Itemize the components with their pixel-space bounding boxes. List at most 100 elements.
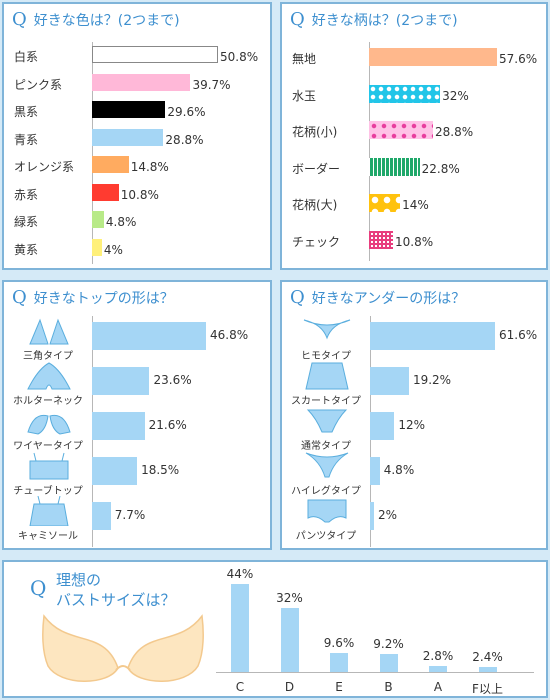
value-label: 22.8% [421,161,460,176]
bar [478,667,497,672]
value-label: 7.7% [114,508,146,522]
value-label: 28.8% [165,132,204,147]
triangle-bikini-top-icon [29,318,69,345]
value-label: 12% [398,418,426,432]
value-label: 10.8% [395,234,434,249]
category-label: 黄系 [14,242,39,257]
bottom-shape-panel: Q 好きなアンダーの形は？ ヒモタイプ 61.6% スカートタイプ 19.2% 通常タイプ… [280,280,548,550]
category-label: オレンジ系 [14,160,75,174]
camisole-top-icon [29,496,69,526]
bar [369,230,393,249]
category-label: F以上 [472,682,503,696]
panel-title: Q 好きな柄は？(2つまで) [290,9,458,30]
pants-bottom-icon [307,499,347,523]
value-label: 4.8% [383,463,415,477]
bar [369,84,441,103]
bar [92,238,102,256]
bottom-chart-title: 好きなアンダーの形は？ [311,291,466,307]
top-shape-panel: Q 好きなトップの形は？ 三角タイプ 46.8% ホルターネック 23.6% ワイヤータイ… [2,280,272,550]
value-label: 4.8% [105,215,137,229]
skirt-bottom-icon [305,362,349,390]
value-label: 61.6% [499,328,538,342]
axis-line [216,672,534,673]
value-label: 2.8% [422,649,454,664]
high-leg-bottom-icon [305,452,349,478]
category-label: ハイレグタイプ [291,486,361,497]
bar [330,652,348,672]
bar [280,608,299,672]
category-label: D [284,680,295,694]
regular-bottom-icon [306,409,348,433]
bar [370,367,409,395]
panel-title: Q 好きなトップの形は？ [12,287,174,308]
bar [369,157,420,176]
value-label: 9.6% [323,635,355,650]
category-label: 無地 [292,52,317,66]
value-label: 39.7% [192,77,231,92]
bar [92,101,166,118]
q-mark: Q [290,9,305,30]
panel-title: Q 好きな色は？(2つまで) [12,9,180,30]
category-label: チューブトップ [13,486,83,497]
bar [92,156,129,173]
category-label: 青系 [14,132,39,147]
category-label: スカートタイプ [291,396,361,407]
category-label: B [384,680,393,694]
pattern-chart-title: 好きな柄は？(2つまで) [311,13,458,29]
value-label: 50.8% [220,50,259,64]
category-label: 緑系 [14,215,39,229]
category-label: E [335,680,343,694]
value-label: 32% [442,88,469,103]
category-label: ワイヤータイプ [13,441,83,452]
value-label: 18.5% [141,463,180,477]
value-label: 21.6% [148,418,187,432]
value-label: 14.8% [130,160,169,174]
category-label: キャミソール [18,531,78,542]
category-label: ホルターネック [13,396,83,407]
bar [429,666,447,672]
string-bottom-icon [303,319,351,340]
category-label: 白系 [14,50,39,64]
tube-top-icon [29,452,69,480]
axis-line [92,42,93,264]
bar [370,502,375,530]
bust-title-line-2: バストサイズは？ [56,591,176,609]
q-mark: Q [290,287,305,308]
bust-title-line-1: 理想の [56,571,102,589]
category-label: C [235,680,245,694]
value-label: 2% [378,508,398,522]
value-label: 23.6% [153,373,192,387]
category-label: 花柄(大) [292,198,338,212]
category-label: チェック [292,234,341,249]
bar [92,183,119,201]
pattern-panel: Q 好きな柄は？(2つまで) 無地 57.6% 水玉 32% 花柄(小) 28.8% ボーダー… [280,2,548,270]
category-label: ヒモタイプ [301,351,351,362]
bar [370,322,495,350]
top-chart-title: 好きなトップの形は？ [33,291,174,307]
bar [92,46,218,63]
value-label: 28.8% [435,125,474,139]
bar [92,457,138,485]
value-label: 44% [226,567,254,581]
value-label: 29.6% [167,105,206,119]
bar [92,73,191,91]
q-mark: Q [12,287,27,308]
bar [370,412,395,440]
q-mark: Q [30,576,47,600]
bar [92,322,206,350]
bar [369,121,433,139]
bar [369,48,497,66]
category-label: 赤系 [14,187,39,202]
q-mark: Q [12,9,27,30]
value-label: 2.4% [472,650,503,665]
value-label: 32% [276,591,303,605]
category-label: ボーダー [292,161,341,176]
panel-title: Q 好きなアンダーの形は？ [290,287,465,308]
value-label: 57.6% [499,52,538,66]
color-panel: Q 好きな色は？(2つまで) 白系 50.8% ピンク系 39.7% 黒系 29.6% 青系 2… [2,2,272,270]
value-label: 14% [402,198,429,212]
value-label: 19.2% [412,373,452,387]
bar [370,457,380,485]
wire-bikini-top-icon [27,414,71,435]
